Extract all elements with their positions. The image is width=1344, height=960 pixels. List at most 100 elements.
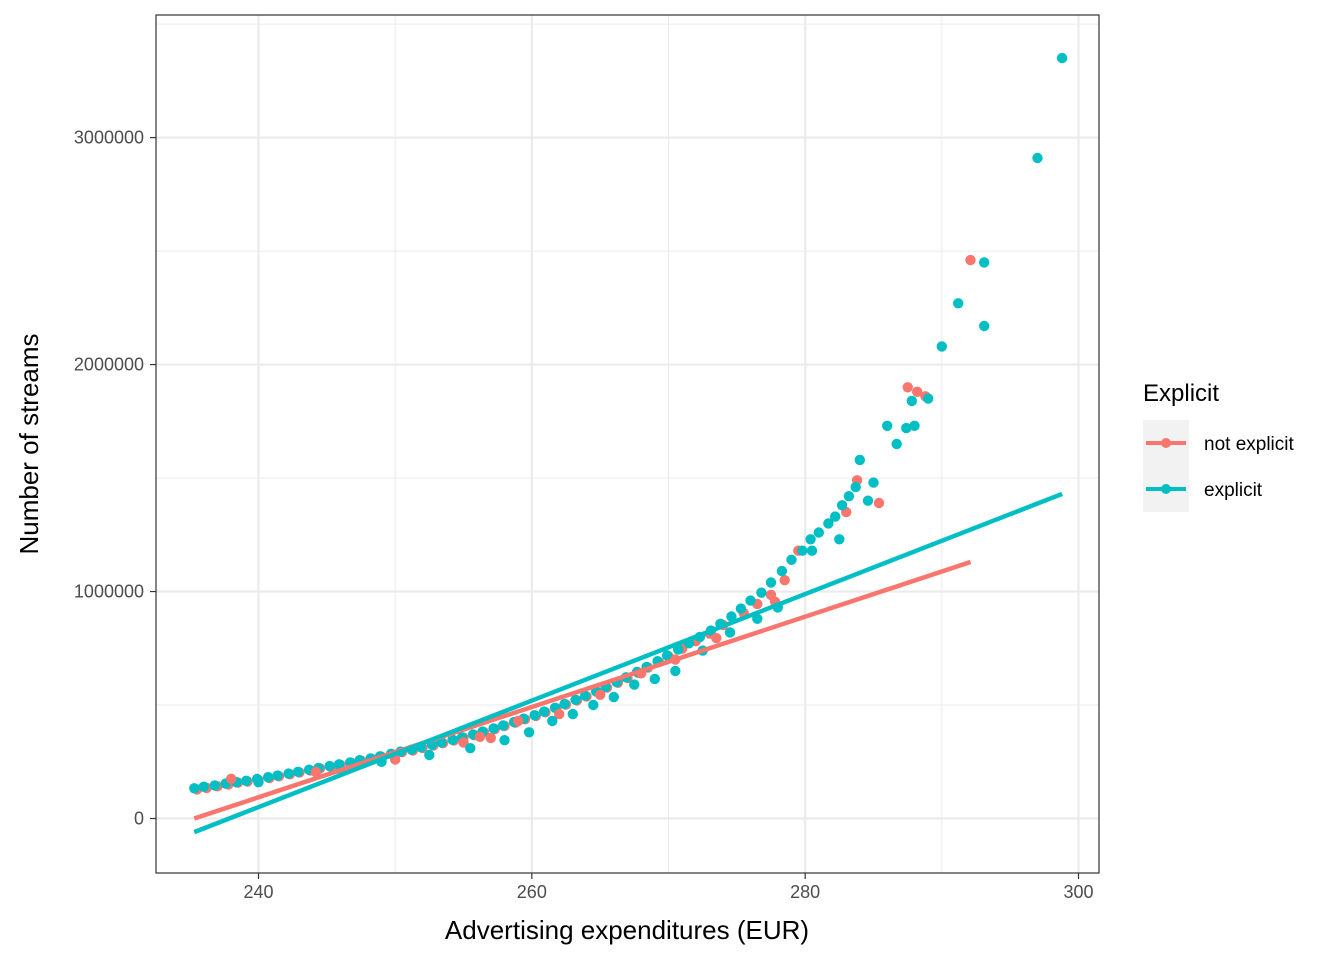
point-not-explicit xyxy=(474,731,486,742)
point-explicit xyxy=(843,491,855,502)
fit-lines xyxy=(193,491,1063,835)
point-explicit xyxy=(538,706,550,717)
point-explicit xyxy=(834,534,845,545)
legend: Explicit not explicit explicit xyxy=(1143,380,1294,512)
point-explicit xyxy=(752,613,763,624)
point-explicit xyxy=(262,772,274,783)
point-explicit xyxy=(806,545,818,556)
point-explicit xyxy=(272,770,283,781)
point-explicit xyxy=(447,734,458,745)
point-explicit xyxy=(813,527,824,538)
point-explicit xyxy=(979,320,990,332)
point-explicit xyxy=(882,420,893,431)
point-explicit xyxy=(735,603,747,614)
y-tick-label: 1000000 xyxy=(74,582,144,602)
point-explicit xyxy=(488,723,499,734)
point-explicit xyxy=(283,768,294,779)
point-explicit xyxy=(529,710,540,721)
point-explicit xyxy=(786,554,797,565)
point-not-explicit xyxy=(595,689,606,700)
x-tick-label: 240 xyxy=(243,882,273,902)
point-explicit xyxy=(724,627,736,638)
point-explicit xyxy=(823,518,834,529)
point-explicit xyxy=(756,587,767,598)
x-tick-label: 260 xyxy=(517,882,547,902)
point-explicit xyxy=(868,477,879,488)
point-explicit xyxy=(891,438,902,450)
point-not-explicit xyxy=(458,737,469,748)
point-explicit xyxy=(579,690,591,701)
fit-line-not-explicit xyxy=(193,559,972,821)
point-not-explicit xyxy=(554,708,565,720)
point-explicit xyxy=(670,665,681,677)
point-not-explicit xyxy=(902,382,913,393)
point-not-explicit xyxy=(513,715,524,727)
legend-key-point-not-explicit xyxy=(1161,438,1171,448)
legend-key-point-explicit xyxy=(1161,484,1171,494)
grid-major xyxy=(156,15,1099,873)
legend-label-not-explicit: not explicit xyxy=(1204,434,1294,455)
point-explicit xyxy=(1032,152,1043,164)
point-explicit xyxy=(292,766,304,777)
point-explicit xyxy=(547,715,558,727)
point-explicit xyxy=(805,534,816,545)
x-axis-title: Advertising expenditures (EUR) xyxy=(445,915,809,945)
y-tick-label: 3000000 xyxy=(74,128,144,148)
point-explicit xyxy=(854,454,865,466)
point-not-explicit xyxy=(485,732,496,744)
point-not-explicit xyxy=(779,575,790,586)
point-explicit xyxy=(465,743,476,754)
point-explicit xyxy=(588,699,599,711)
point-explicit xyxy=(850,481,861,493)
point-explicit xyxy=(189,783,200,794)
point-explicit xyxy=(253,777,264,788)
y-tick-label: 2000000 xyxy=(74,355,144,375)
legend-label-explicit: explicit xyxy=(1204,480,1263,501)
point-explicit xyxy=(497,720,509,731)
point-explicit xyxy=(499,735,510,746)
point-explicit xyxy=(836,500,848,511)
point-explicit xyxy=(862,495,874,506)
point-explicit xyxy=(797,545,808,556)
point-explicit xyxy=(324,760,335,772)
point-not-explicit xyxy=(873,497,885,509)
point-explicit xyxy=(629,679,640,690)
x-axis-ticks: 240 260 280 300 xyxy=(243,873,1094,902)
point-explicit xyxy=(523,727,535,738)
point-explicit xyxy=(909,420,920,431)
point-not-explicit xyxy=(310,766,322,778)
point-explicit xyxy=(953,298,964,309)
fit-line-explicit xyxy=(193,491,1063,835)
plot-border xyxy=(155,14,1100,874)
point-explicit xyxy=(209,780,220,791)
point-explicit xyxy=(608,691,619,703)
point-explicit xyxy=(567,708,578,720)
point-explicit xyxy=(901,422,912,434)
point-explicit xyxy=(745,595,756,606)
y-axis-title: Number of streams xyxy=(14,333,44,554)
point-explicit xyxy=(923,393,934,404)
point-explicit xyxy=(906,395,917,407)
point-explicit xyxy=(1056,52,1068,64)
point-not-explicit xyxy=(226,773,237,784)
point-explicit xyxy=(241,775,252,786)
point-not-explicit xyxy=(965,254,976,266)
grid-minor xyxy=(156,15,1099,873)
point-explicit xyxy=(726,611,737,622)
x-tick-label: 280 xyxy=(790,882,820,902)
point-explicit xyxy=(830,511,841,522)
point-explicit xyxy=(936,341,947,352)
point-explicit xyxy=(559,698,570,710)
legend-title: Explicit xyxy=(1143,380,1219,407)
point-not-explicit xyxy=(711,632,722,644)
plot-background xyxy=(156,15,1099,873)
point-explicit xyxy=(776,565,788,577)
point-explicit xyxy=(661,650,673,661)
points-layer xyxy=(189,52,1068,795)
point-explicit xyxy=(570,694,581,705)
point-explicit xyxy=(198,781,209,792)
point-not-explicit xyxy=(912,386,923,397)
point-explicit xyxy=(649,673,660,685)
y-tick-label: 0 xyxy=(134,809,144,829)
point-explicit xyxy=(979,257,990,268)
